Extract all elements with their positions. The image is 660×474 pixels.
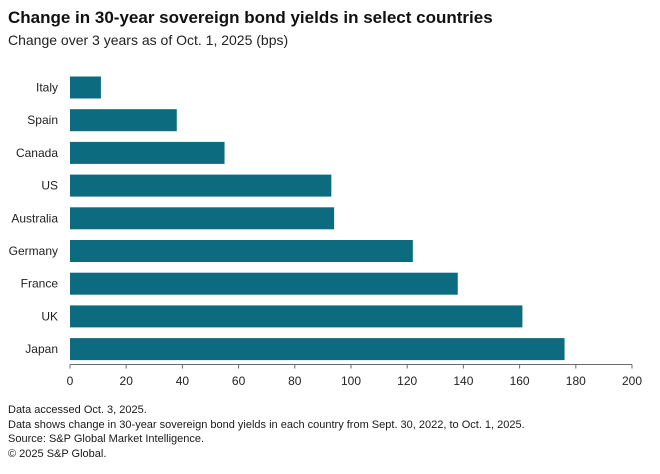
bar-us — [70, 174, 332, 197]
bar-spain — [70, 109, 177, 132]
x-axis: 0 20 40 60 80 100 120 140 160 180 200 — [67, 364, 642, 388]
bar-japan — [70, 338, 565, 361]
chart-subtitle: Change over 3 years as of Oct. 1, 2025 (… — [8, 32, 289, 48]
bar-uk — [70, 305, 523, 328]
category-label-spain: Spain — [27, 113, 58, 127]
footnote-copyright: © 2025 S&P Global. — [8, 447, 107, 460]
x-tick-label-180: 180 — [566, 374, 586, 388]
category-label-france: France — [21, 277, 59, 291]
bar-france — [70, 272, 458, 295]
footnote-description: Data shows change in 30-year sovereign b… — [8, 418, 525, 431]
category-label-australia: Australia — [11, 211, 58, 225]
category-label-canada: Canada — [16, 146, 58, 160]
x-tick-label-60: 60 — [232, 374, 246, 388]
category-label-germany: Germany — [9, 244, 58, 258]
category-label-uk: UK — [41, 309, 58, 323]
bar-italy — [70, 76, 101, 99]
footnote-source: Source: S&P Global Market Intelligence. — [8, 433, 205, 446]
x-tick-label-0: 0 — [67, 374, 74, 388]
category-labels: Italy Spain Canada US Australia Germany France… — [9, 81, 59, 357]
x-tick-label-80: 80 — [288, 374, 302, 388]
footnotes: Data accessed Oct. 3, 2025. Data shows c… — [8, 403, 525, 461]
x-tick-label-140: 140 — [453, 374, 473, 388]
category-label-us: US — [41, 179, 58, 193]
category-label-japan: Japan — [25, 342, 58, 356]
x-tick-label-20: 20 — [120, 374, 134, 388]
bars-layer — [70, 76, 565, 361]
x-tick-label-120: 120 — [397, 374, 417, 388]
bar-germany — [70, 240, 413, 262]
x-tick-label-40: 40 — [176, 374, 190, 388]
x-tick-label-200: 200 — [622, 374, 642, 388]
chart-title: Change in 30-year sovereign bond yields … — [8, 8, 493, 27]
footnote-access-date: Data accessed Oct. 3, 2025. — [8, 404, 147, 416]
category-label-italy: Italy — [36, 81, 58, 95]
bar-australia — [70, 207, 335, 230]
x-tick-label-160: 160 — [510, 374, 530, 388]
bar-canada — [70, 141, 225, 164]
x-tick-label-100: 100 — [341, 374, 361, 388]
